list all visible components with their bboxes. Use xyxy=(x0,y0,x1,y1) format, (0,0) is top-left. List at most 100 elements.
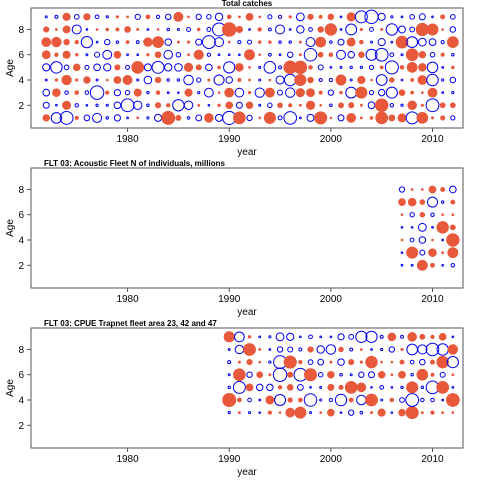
residual-positive xyxy=(348,359,355,366)
residual-positive xyxy=(327,408,335,417)
residual-positive xyxy=(419,212,426,218)
residual-negative xyxy=(349,347,354,352)
residual-negative xyxy=(325,344,337,355)
residual-negative xyxy=(286,332,295,341)
residual-positive xyxy=(258,348,262,351)
residual-positive xyxy=(237,360,241,364)
residual-positive xyxy=(359,39,364,45)
residual-negative xyxy=(431,15,434,19)
residual-positive xyxy=(298,103,302,107)
residual-positive xyxy=(131,61,145,74)
residual-positive xyxy=(308,65,313,70)
residual-positive xyxy=(288,15,292,19)
y-tick-label: 8 xyxy=(18,185,24,196)
residual-negative xyxy=(50,61,63,74)
residual-negative xyxy=(399,397,405,403)
residual-positive xyxy=(267,410,273,415)
residual-negative xyxy=(105,103,109,107)
residual-positive xyxy=(446,233,460,247)
residual-negative xyxy=(268,360,272,364)
residual-negative xyxy=(380,347,384,352)
residual-positive xyxy=(441,411,445,415)
residual-positive xyxy=(294,73,307,87)
residual-negative xyxy=(298,116,302,120)
residual-positive xyxy=(187,15,190,19)
residual-negative xyxy=(143,63,152,72)
residual-positive xyxy=(398,408,406,417)
residual-negative xyxy=(426,196,439,208)
residual-positive xyxy=(410,90,415,95)
residual-positive xyxy=(440,52,445,57)
residual-negative xyxy=(441,78,445,82)
residual-negative xyxy=(390,15,394,19)
residual-positive xyxy=(114,64,121,71)
residual-positive xyxy=(196,27,201,32)
residual-positive xyxy=(369,411,374,415)
residual-negative xyxy=(84,64,90,70)
residual-negative xyxy=(420,385,425,390)
residual-positive xyxy=(173,11,184,22)
residual-positive xyxy=(257,27,262,32)
residual-negative xyxy=(417,344,428,355)
residual-negative xyxy=(384,60,399,75)
residual-positive xyxy=(307,76,314,84)
residual-negative xyxy=(126,53,129,57)
residual-negative xyxy=(85,28,89,31)
residual-positive xyxy=(441,213,444,217)
residual-negative xyxy=(286,51,294,58)
residual-negative xyxy=(225,76,233,84)
residual-negative xyxy=(400,15,404,19)
residual-positive xyxy=(438,333,447,341)
residual-negative xyxy=(44,15,48,19)
residual-positive xyxy=(416,368,429,381)
residual-negative xyxy=(133,100,143,110)
residual-negative xyxy=(237,39,242,45)
residual-positive xyxy=(125,40,130,44)
residual-positive xyxy=(430,116,435,120)
residual-positive xyxy=(62,12,71,21)
residual-positive xyxy=(115,27,120,32)
residual-positive xyxy=(166,103,171,108)
residual-negative xyxy=(429,51,436,58)
residual-negative xyxy=(146,90,150,95)
residual-negative xyxy=(146,28,150,31)
residual-negative xyxy=(398,186,406,193)
residual-negative xyxy=(227,373,231,377)
residual-positive xyxy=(428,248,437,257)
residual-positive xyxy=(427,87,438,98)
residual-negative xyxy=(277,115,283,121)
residual-positive xyxy=(317,26,324,33)
residual-negative xyxy=(400,103,404,107)
residual-positive xyxy=(339,90,343,95)
residual-positive xyxy=(406,246,419,259)
y-tick-label: 4 xyxy=(18,396,24,407)
residual-negative xyxy=(334,393,348,407)
residual-positive xyxy=(431,238,434,242)
residual-positive xyxy=(304,368,318,382)
residual-negative xyxy=(278,53,282,57)
residual-negative xyxy=(349,65,353,70)
residual-positive xyxy=(327,370,335,379)
residual-negative xyxy=(95,40,99,44)
residual-negative xyxy=(349,78,353,82)
residual-positive xyxy=(297,397,303,403)
residual-negative xyxy=(105,15,109,19)
residual-positive xyxy=(449,102,456,109)
residual-negative xyxy=(196,77,202,83)
residual-positive xyxy=(306,88,315,98)
residual-negative xyxy=(258,335,262,339)
residual-negative xyxy=(177,91,180,94)
residual-negative xyxy=(223,61,236,74)
residual-negative xyxy=(339,28,343,31)
residual-positive xyxy=(287,371,294,378)
residual-negative xyxy=(135,40,140,45)
residual-negative xyxy=(102,49,113,60)
residual-negative xyxy=(450,14,456,20)
residual-positive xyxy=(195,64,202,71)
residual-negative xyxy=(450,115,456,121)
residual-positive xyxy=(451,213,455,217)
residual-negative xyxy=(431,226,434,229)
residual-negative xyxy=(214,113,224,122)
y-tick-label: 4 xyxy=(18,236,24,247)
residual-positive xyxy=(398,370,406,379)
